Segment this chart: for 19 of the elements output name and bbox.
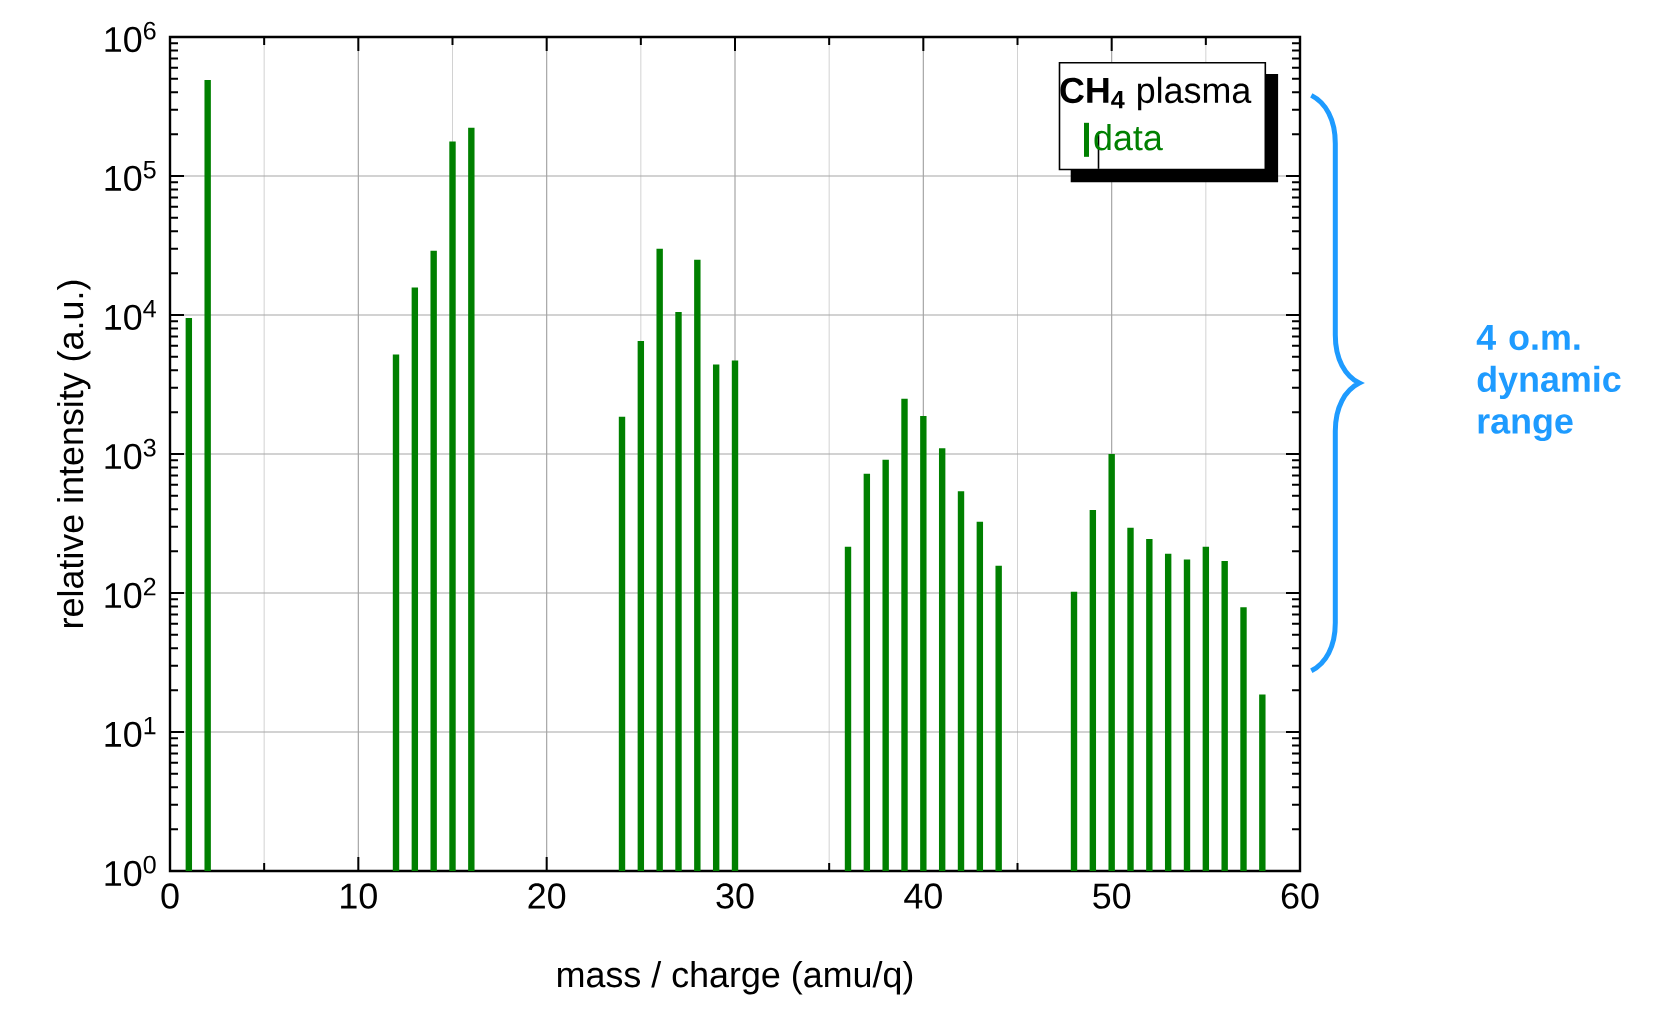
y-tick-label: 10$^{2}$ [105, 577, 156, 609]
x-axis-title: mass / charge (amu/q) [557, 961, 913, 995]
x-tick-label: 20 [528, 883, 566, 909]
y-tick-label: 10$^{4}$ [105, 299, 156, 331]
text: data [1094, 124, 1163, 151]
text: CH$_{4}$ plasma [1060, 76, 1252, 111]
x-tick-label: 50 [1093, 883, 1131, 909]
x-tick-label: 0 [161, 883, 179, 909]
x-tick-label: 30 [716, 883, 754, 909]
y-axis-title: relative intensity (a.u.) [57, 280, 91, 628]
x-tick-label: 40 [904, 883, 942, 909]
text: 4 o.m. dynamic range [1476, 325, 1621, 442]
y-tick-label: 10$^{0}$ [105, 855, 156, 887]
y-tick-label: 10$^{1}$ [105, 716, 156, 748]
y-tick-label: 10$^{6}$ [105, 21, 156, 53]
y-tick-label: 10$^{3}$ [105, 438, 156, 470]
x-tick-label: 10 [341, 883, 377, 909]
y-tick-label: 10$^{5}$ [105, 160, 156, 192]
x-tick-label: 60 [1281, 883, 1319, 909]
